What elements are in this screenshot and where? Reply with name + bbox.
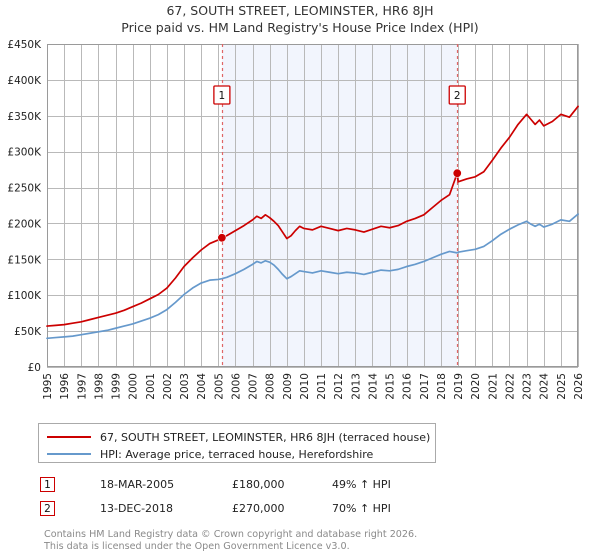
- title-address: 67, SOUTH STREET, LEOMINSTER, HR6 8JH: [166, 3, 434, 18]
- transaction-hpi-delta: 70% ↑ HPI: [332, 501, 391, 515]
- x-axis-tick-label: 2017: [419, 373, 431, 400]
- transaction-price: £270,000: [232, 501, 285, 515]
- x-axis-tick-label: 2023: [522, 373, 534, 400]
- table-row: 2 13-DEC-2018 £270,000 70% ↑ HPI: [40, 496, 460, 520]
- transaction-index-badge: 2: [40, 500, 55, 516]
- y-axis-tick-label: £300K: [7, 147, 42, 159]
- x-axis-tick-label: 1995: [42, 373, 54, 400]
- y-axis-tick-label: £100K: [7, 290, 42, 302]
- y-axis-tick-label: £350K: [7, 111, 42, 123]
- x-axis-tick-label: 2024: [539, 373, 551, 400]
- chart-legend: 67, SOUTH STREET, LEOMINSTER, HR6 8JH (t…: [38, 423, 436, 463]
- legend-label-hpi: HPI: Average price, terraced house, Here…: [100, 447, 374, 461]
- x-axis-tick-label: 1996: [59, 373, 71, 400]
- y-axis-tick-label: £250K: [7, 183, 42, 195]
- legend-item-property: 67, SOUTH STREET, LEOMINSTER, HR6 8JH (t…: [47, 429, 431, 445]
- x-axis-tick-label: 2005: [213, 373, 225, 400]
- transaction-point-2[interactable]: [452, 168, 462, 178]
- footer-copyright: Contains HM Land Registry data © Crown c…: [44, 529, 418, 540]
- transaction-point-1[interactable]: [217, 233, 227, 243]
- legend-item-hpi: HPI: Average price, terraced house, Here…: [47, 446, 427, 462]
- plot-area-border: [46, 43, 579, 368]
- price-history-chart: £0 £50K £100K £150K £200K £250K £300K £350K £400…: [7, 39, 585, 400]
- legend-swatch-property: [47, 436, 91, 438]
- y-axis-tick-label: £50K: [14, 326, 42, 338]
- transaction-flag-box-2[interactable]: [448, 85, 466, 105]
- x-axis-tick-label: 2021: [487, 373, 499, 400]
- x-axis-tick-label: 2008: [265, 373, 277, 400]
- x-axis-tick-label: 2014: [367, 373, 379, 400]
- legend-label-property: 67, SOUTH STREET, LEOMINSTER, HR6 8JH (t…: [100, 430, 431, 444]
- x-axis-tick-label: 2022: [504, 373, 516, 400]
- x-axis-tick-label: 2004: [196, 373, 208, 400]
- x-axis-tick-label: 2002: [162, 373, 174, 400]
- x-axis-tick-label: 2001: [145, 373, 157, 400]
- x-axis-tick-label: 2015: [385, 373, 397, 400]
- x-axis-tick-label: 2013: [350, 373, 362, 400]
- x-axis-tick-label: 1999: [111, 373, 123, 400]
- x-axis-tick-label: 2025: [556, 373, 568, 400]
- title-subtitle: Price paid vs. HM Land Registry's House …: [121, 20, 479, 35]
- x-axis-tick-label: 1997: [76, 373, 88, 400]
- y-axis-tick-label: £0: [28, 362, 41, 374]
- ownership-period-band: [221, 44, 458, 367]
- page-title: 67, SOUTH STREET, LEOMINSTER, HR6 8JH Pr…: [0, 2, 600, 36]
- transaction-price: £180,000: [232, 477, 285, 491]
- transaction-flag-label-2: 2: [454, 90, 461, 102]
- x-axis-tick-label: 2003: [179, 373, 191, 400]
- x-axis-tick-label: 2009: [282, 373, 294, 400]
- x-axis-tick-label: 1998: [93, 373, 105, 400]
- y-axis-tick-label: £200K: [7, 218, 42, 230]
- series-line-hpi: [46, 213, 579, 340]
- y-axis-tick-label: £450K: [7, 39, 42, 51]
- transaction-hpi-delta: 49% ↑ HPI: [332, 477, 391, 491]
- y-axis-tick-label: £400K: [7, 75, 42, 87]
- x-axis-tick-label: 2010: [299, 373, 311, 400]
- x-axis-tick-label: 2016: [402, 373, 414, 400]
- footer-licence: This data is licensed under the Open Gov…: [44, 540, 350, 552]
- transaction-flag-box-1[interactable]: [213, 85, 231, 105]
- y-axis-tick-label: £150K: [7, 254, 42, 266]
- x-axis-tick-label: 2011: [316, 373, 328, 400]
- x-axis-tick-label: 2000: [128, 373, 140, 400]
- x-axis-tick-label: 2006: [230, 373, 242, 400]
- legend-swatch-hpi: [47, 453, 91, 455]
- x-axis-tick-label: 2019: [453, 373, 465, 400]
- x-axis-tick-label: 2012: [333, 373, 345, 400]
- transaction-date: 13-DEC-2018: [100, 501, 174, 515]
- x-axis-tick-label: 2018: [436, 373, 448, 400]
- footer-attribution: Contains HM Land Registry data © Crown c…: [44, 529, 584, 552]
- x-axis-tick-label: 2007: [248, 373, 260, 400]
- table-row: 1 18-MAR-2005 £180,000 49% ↑ HPI: [40, 472, 460, 496]
- series-line-property: [46, 105, 579, 327]
- transaction-flag-label-1: 1: [219, 90, 226, 102]
- transaction-index-badge: 1: [40, 476, 55, 492]
- transactions-table: 1 18-MAR-2005 £180,000 49% ↑ HPI 2 13-DE…: [40, 472, 460, 520]
- x-axis-tick-label: 2026: [573, 373, 585, 400]
- transaction-date: 18-MAR-2005: [100, 477, 175, 491]
- x-axis-tick-label: 2020: [470, 373, 482, 400]
